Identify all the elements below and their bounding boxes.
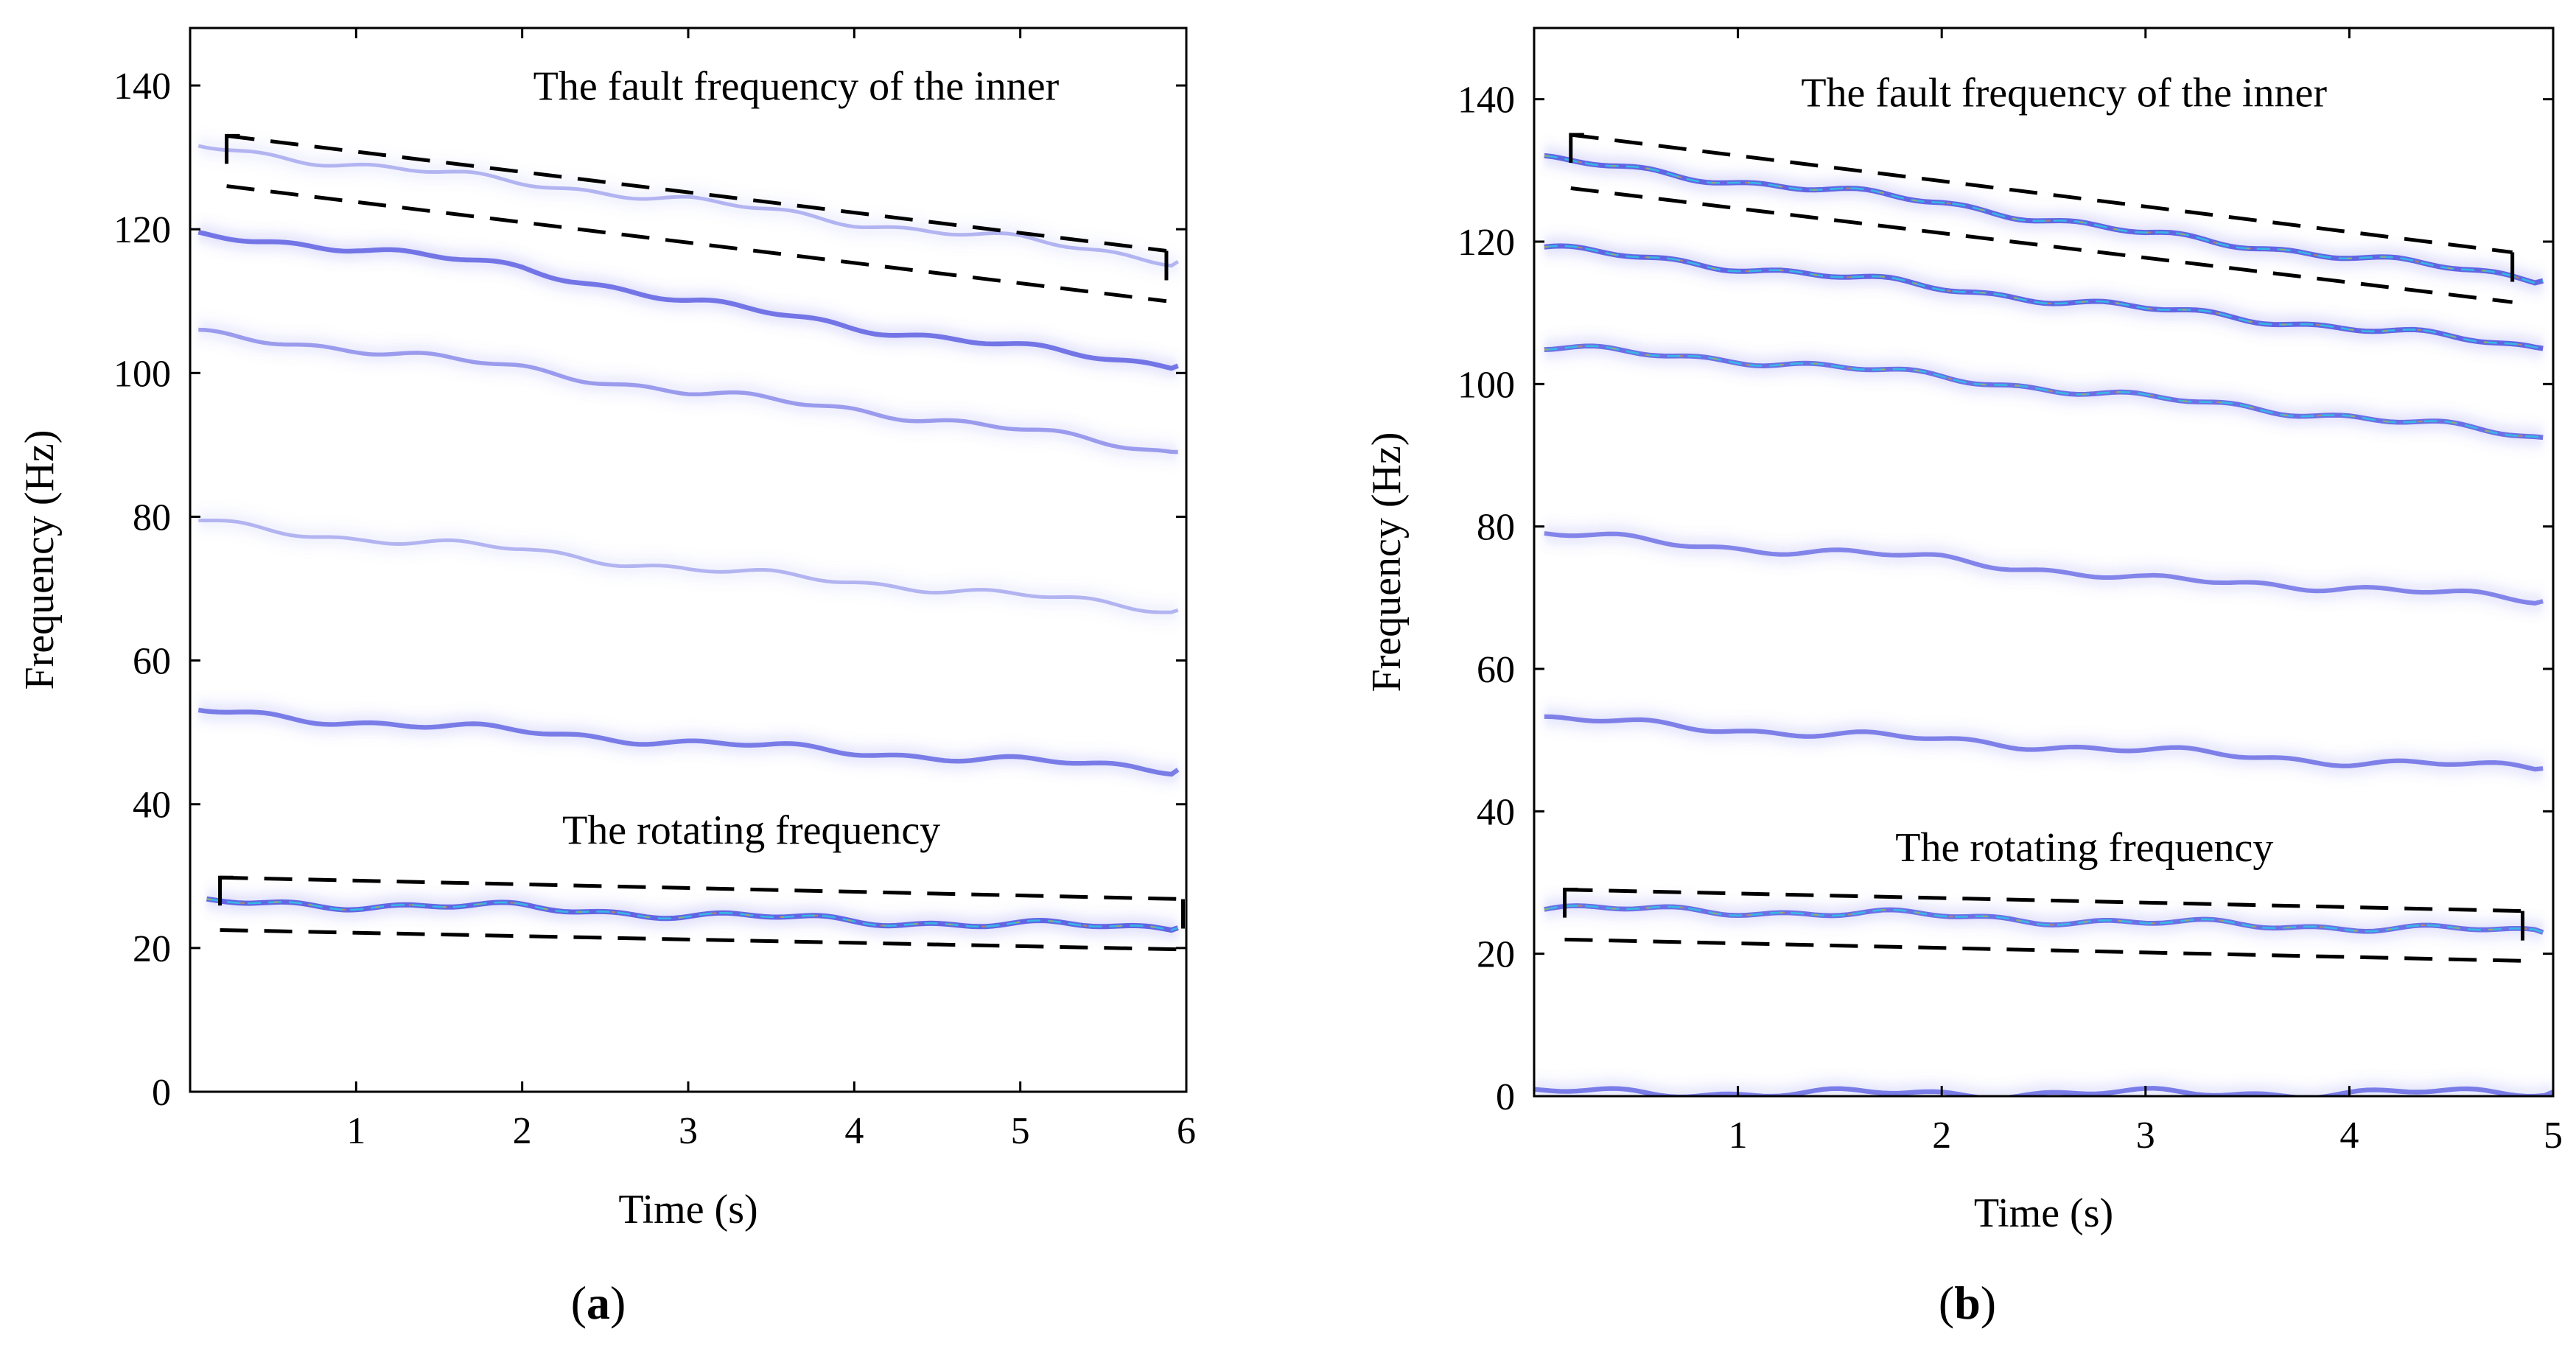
x-axis-title: Time (s) xyxy=(1974,1190,2113,1236)
caption-close-paren: ) xyxy=(610,1277,626,1329)
inner-fault-box xyxy=(1569,133,2515,304)
ridge-halo-harmonic-4 xyxy=(197,321,1178,460)
rotating-box-upper xyxy=(1564,888,2523,913)
annotation: The fault frequency of the inner xyxy=(1801,70,2327,116)
x-tick-label: 5 xyxy=(2544,1115,2563,1157)
y-tick-label: 40 xyxy=(1477,791,1515,833)
inner-fault-box-left-tick xyxy=(225,133,240,164)
y-tick-label: 140 xyxy=(113,66,171,108)
y-tick-label: 60 xyxy=(133,641,171,683)
ridge-harmonic-3 xyxy=(198,518,1179,614)
annotation: The rotating frequency xyxy=(562,807,940,853)
y-tick-label: 100 xyxy=(113,353,171,395)
x-tick-label: 2 xyxy=(1932,1115,1951,1157)
y-tick-label: 80 xyxy=(1477,507,1515,549)
y-tick-label: 60 xyxy=(1477,649,1515,691)
ridge-harmonic-3 xyxy=(1544,530,2544,606)
ridge-halo-harmonic-3 xyxy=(198,512,1181,621)
x-tick-label: 3 xyxy=(2136,1115,2155,1157)
x-tick-label: 1 xyxy=(1729,1115,1748,1157)
caption-close-paren: ) xyxy=(1981,1277,1996,1329)
y-axis-title: Frequency (Hz) xyxy=(1364,432,1410,692)
panel-a: 0 20 40 60 80 100 120 140 1 2 3 4 5 6 Time (s) Frequenc… xyxy=(17,27,1196,1329)
y-tick-label: 40 xyxy=(133,785,171,827)
rotating-box-lower xyxy=(1564,937,2523,963)
ridge-harmonic-4 xyxy=(198,327,1178,455)
x-tick-label: 4 xyxy=(844,1110,864,1152)
inner-fault-box xyxy=(225,133,1169,304)
panel-caption: (a) xyxy=(571,1277,626,1329)
x-tick-label: 6 xyxy=(1177,1110,1196,1152)
x-tick-label: 4 xyxy=(2339,1115,2359,1157)
rotating-box xyxy=(218,875,1185,952)
rotating-box-lower xyxy=(220,927,1183,952)
rotating-box-upper xyxy=(220,875,1183,902)
rotating-box-left-tick xyxy=(218,875,234,906)
ridge-harmonic-2 xyxy=(197,707,1180,777)
axes-frame xyxy=(1533,27,2555,1098)
x-axis-title: Time (s) xyxy=(618,1187,757,1232)
ridge-core-sideband xyxy=(1544,245,2544,350)
y-tick-label: 0 xyxy=(1496,1076,1515,1118)
panel-b: 0 20 40 60 80 100 120 140 1 2 3 4 5 Time (s) Frequency… xyxy=(1364,27,2563,1329)
x-tick-label: 5 xyxy=(1011,1110,1030,1152)
ridge-core-rotating xyxy=(1544,905,2544,933)
annotation: The rotating frequency xyxy=(1895,825,2273,871)
caption-letter: b xyxy=(1954,1277,1981,1329)
ridges-group xyxy=(1534,147,2553,1096)
inner-fault-box-left-tick xyxy=(1569,133,1584,163)
rotating-box xyxy=(1562,888,2525,963)
y-tick-label: 120 xyxy=(1457,222,1515,264)
ridge-halo-inner-fault xyxy=(196,138,1183,275)
inner-fault-box-upper xyxy=(226,133,1167,253)
ridge-harmonic-2 xyxy=(1544,714,2544,772)
caption-open-paren: ( xyxy=(1939,1277,1954,1329)
ridges-group xyxy=(196,138,1183,939)
axes-frame xyxy=(189,27,1188,1093)
ridge-core-rotating xyxy=(206,898,1179,931)
inner-fault-box-upper xyxy=(1570,133,2513,254)
x-tick-label: 3 xyxy=(679,1110,698,1152)
y-tick-label: 20 xyxy=(1477,934,1515,976)
x-tick-label: 2 xyxy=(513,1110,532,1152)
x-tick-label: 1 xyxy=(346,1110,365,1152)
y-tick-label: 20 xyxy=(133,928,171,970)
ridge-sideband xyxy=(197,230,1179,371)
y-tick-label: 0 xyxy=(152,1072,171,1114)
y-tick-label: 80 xyxy=(133,497,171,539)
y-tick-label: 120 xyxy=(113,209,171,251)
y-axis-title: Frequency (Hz) xyxy=(17,430,63,690)
y-tick-label: 100 xyxy=(1457,364,1515,406)
ridge-core-harmonic-4 xyxy=(1544,345,2544,439)
ridge-inner-fault xyxy=(197,144,1180,268)
caption-letter: a xyxy=(587,1277,610,1329)
ridge-hot-inner-fault xyxy=(1544,155,2544,284)
inner-fault-box-lower xyxy=(1570,186,2513,304)
rotating-box-left-tick xyxy=(1562,888,1578,918)
y-tick-label: 140 xyxy=(1457,80,1515,122)
caption-open-paren: ( xyxy=(571,1277,587,1329)
annotation: The fault frequency of the inner xyxy=(533,64,1060,110)
panel-caption: (b) xyxy=(1939,1277,1996,1329)
inner-fault-box-lower xyxy=(226,184,1167,304)
